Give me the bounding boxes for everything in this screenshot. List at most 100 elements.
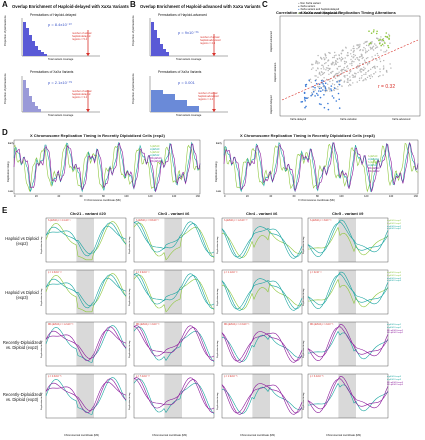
scatter-point-gray: [361, 57, 363, 60]
scatter-point-blue: [316, 92, 318, 95]
scatter-point-gray: [321, 64, 323, 67]
e-legend-item: RD-pES12-exp3: [387, 384, 403, 387]
scatter-point-gray: [354, 54, 356, 57]
panel-a-top-histogram: [21, 18, 100, 57]
scatter-point-blue: [325, 89, 327, 92]
scatter-point-green: [372, 31, 375, 33]
scatter-point-blue: [319, 96, 322, 99]
scatter-point-green: [387, 44, 389, 47]
legend-xaxa-advanced: ● XaXa variant and haploid-advanced: [298, 11, 342, 15]
scatter-point-blue: [338, 98, 341, 101]
e-col-title-3: Chr5 - variant #9: [332, 211, 364, 216]
scatter-point-gray: [342, 49, 344, 52]
e-stat-r1-c0: p = 1.6x10⁻¹²: [48, 272, 62, 274]
e-legend-item: d-pES10-exp2: [387, 324, 401, 326]
scatter-point-gray: [389, 42, 391, 44]
scatter-point-gray: [351, 55, 353, 57]
e-row-label-3: Recently-Diploidized vs. Diploid (exp3): [2, 392, 42, 402]
panel-c-x-right: XaXa advanced: [392, 118, 411, 121]
scatter-point-green: [368, 30, 370, 32]
scatter-point-blue: [334, 87, 336, 89]
scatter-point-blue: [304, 100, 307, 102]
panel-d-left-plot: [13, 139, 201, 195]
scatter-point-gray: [345, 46, 347, 48]
scatter-point-gray: [330, 72, 332, 74]
scatter-point-blue: [339, 80, 341, 82]
scatter-point-gray: [386, 49, 388, 51]
scatter-point-blue: [315, 82, 318, 85]
panel-c-legend: ● Non XaXa variant ● XaXa variant ● XaXa…: [298, 2, 341, 15]
e-legend-item: RD-pES10-exp2: [387, 329, 403, 332]
scatter-point-gray: [367, 49, 370, 51]
d-left-xtick: 120: [148, 195, 153, 198]
scatter-point-gray: [339, 65, 341, 68]
scatter-point-gray: [376, 59, 378, 61]
scatter-point-gray: [369, 46, 371, 49]
scatter-point-gray: [371, 41, 373, 43]
scatter-point-gray: [379, 71, 381, 73]
panel-d-right-xticks: 0 20 40 60 80 100 120 140 160: [224, 195, 418, 198]
scatter-point-gray: [333, 89, 335, 91]
scatter-point-gray: [322, 66, 325, 68]
scatter-point-gray: [357, 45, 359, 47]
scatter-point-gray: [360, 55, 363, 57]
scatter-point-gray: [346, 81, 349, 83]
scatter-point-gray: [368, 45, 370, 47]
scatter-point-gray: [341, 85, 343, 87]
scatter-point-gray: [370, 48, 372, 50]
d-left-xtick: 80: [101, 195, 105, 198]
scatter-point-green: [373, 29, 375, 31]
scatter-point-gray: [331, 71, 333, 73]
e-plot-r0-c2: [221, 217, 303, 263]
panel-c-title: Correlation of XaXa and Haploid Replicat…: [276, 10, 396, 15]
scatter-point-gray: [360, 71, 362, 73]
panel-c-y-top: Haploid advanced: [270, 31, 273, 52]
e-legend-item: d-pES12-exp2: [387, 326, 401, 329]
scatter-point-gray: [390, 67, 392, 69]
panel-a-bottom-xlabel: Total variant coverage: [48, 114, 74, 117]
legend-non-xaxa: ● Non XaXa variant: [298, 2, 321, 5]
d-right-legend-3: d-pES12: [368, 163, 378, 167]
scatter-point-gray: [356, 67, 358, 69]
e-legend-item: h-pES10-exp3: [387, 272, 401, 274]
panel-b-bottom-pvalue: p = 0.001: [178, 80, 195, 85]
scatter-point-gray: [320, 56, 322, 59]
scatter-point-green: [378, 42, 381, 45]
scatter-point-gray: [323, 72, 326, 74]
scatter-point-gray: [380, 36, 382, 38]
scatter-point-gray: [359, 49, 362, 51]
panel-b-top-note: number of actual haploid-advanced region…: [200, 36, 221, 45]
panel-d-left-xlabel: X Chromosome coordinate (Mb): [84, 199, 121, 202]
scatter-point-gray: [335, 61, 337, 63]
panel-d-left-xticks: 0 20 40 60 80 100 120 140 160: [14, 195, 200, 198]
scatter-point-gray: [338, 71, 340, 73]
e-plot-r0-c0: [45, 217, 127, 263]
scatter-point-gray: [383, 45, 385, 47]
e-stat-r3-c0: p = 4.6x10⁻⁰⁸: [48, 376, 62, 378]
e-plot-r3-c0: [45, 373, 127, 419]
scatter-point-blue: [303, 98, 306, 100]
scatter-point-gray: [334, 74, 337, 76]
panel-c-y-bottom: Haploid delayed: [270, 95, 273, 114]
e-plot-r3-c3: [307, 373, 389, 419]
scatter-point-blue: [318, 87, 321, 90]
scatter-point-blue: [312, 86, 314, 88]
scatter-point-gray: [374, 71, 377, 73]
scatter-point-gray: [331, 83, 334, 85]
scatter-point-gray: [328, 51, 330, 54]
scatter-point-green: [382, 39, 385, 42]
scatter-point-gray: [363, 66, 365, 69]
scatter-point-gray: [343, 66, 345, 69]
e-ylabel-r3-c3: Replication timing: [303, 392, 305, 410]
d-right-xtick: 100: [339, 195, 344, 198]
scatter-point-gray: [323, 77, 325, 79]
d-right-xtick: 80: [315, 195, 319, 198]
scatter-point-gray: [354, 75, 356, 77]
e-row-label-0: Haploid vs Diploid (exp2): [5, 236, 39, 246]
scatter-point-gray: [366, 50, 368, 53]
scatter-point-gray: [337, 88, 339, 91]
e-plot-r1-c1: [133, 269, 215, 315]
scatter-point-blue: [323, 94, 325, 96]
scatter-point-gray: [347, 67, 349, 70]
scatter-point-gray: [352, 57, 354, 59]
